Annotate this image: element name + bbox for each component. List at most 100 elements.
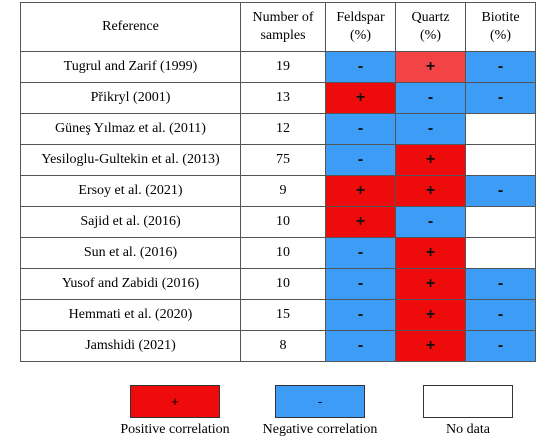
legend-positive-swatch: +: [130, 385, 220, 418]
legend: + Positive correlation - Negative correl…: [0, 385, 550, 445]
quartz-correlation-cell: -: [395, 113, 466, 145]
negative-sign: -: [427, 213, 434, 230]
samples-cell: 10: [240, 237, 326, 269]
header-biotite: Biotite (%): [465, 2, 536, 52]
negative-sign: -: [427, 89, 434, 106]
samples-cell: 10: [240, 206, 326, 238]
biotite-correlation-cell: -: [465, 330, 536, 362]
biotite-correlation-cell: -: [465, 299, 536, 331]
quartz-correlation-cell: +: [395, 237, 466, 269]
negative-sign: -: [357, 120, 364, 137]
samples-cell: 15: [240, 299, 326, 331]
quartz-correlation-cell: +: [395, 144, 466, 176]
positive-sign: +: [355, 182, 366, 199]
samples-cell: 19: [240, 51, 326, 83]
feldspar-correlation-cell: -: [325, 113, 396, 145]
quartz-correlation-cell: -: [395, 206, 466, 238]
feldspar-correlation-cell: -: [325, 299, 396, 331]
feldspar-correlation-cell: -: [325, 51, 396, 83]
table-row: Yusof and Zabidi (2016) 10 - + -: [20, 268, 536, 300]
negative-sign: -: [497, 58, 504, 75]
negative-sign: -: [497, 337, 504, 354]
biotite-correlation-cell: -: [465, 268, 536, 300]
header-samples: Number of samples: [240, 2, 326, 52]
biotite-correlation-cell: [465, 113, 536, 145]
quartz-correlation-cell: -: [395, 82, 466, 114]
positive-sign: +: [355, 213, 366, 230]
samples-cell: 9: [240, 175, 326, 207]
samples-cell: 12: [240, 113, 326, 145]
reference-cell: Přikryl (2001): [20, 82, 241, 114]
table-row: Güneş Yılmaz et al. (2011) 12 - -: [20, 113, 536, 145]
reference-cell: Hemmati et al. (2020): [20, 299, 241, 331]
biotite-correlation-cell: [465, 206, 536, 238]
positive-sign: +: [425, 182, 436, 199]
samples-cell: 13: [240, 82, 326, 114]
feldspar-correlation-cell: -: [325, 144, 396, 176]
quartz-correlation-cell: +: [395, 330, 466, 362]
negative-sign: -: [427, 120, 434, 137]
negative-sign: -: [497, 275, 504, 292]
samples-cell: 10: [240, 268, 326, 300]
header-feldspar: Feldspar (%): [325, 2, 396, 52]
legend-nodata-swatch: [423, 385, 513, 418]
legend-negative-swatch: -: [275, 385, 365, 418]
biotite-correlation-cell: -: [465, 51, 536, 83]
biotite-correlation-cell: [465, 237, 536, 269]
legend-negative-label: Negative correlation: [262, 422, 378, 437]
positive-sign: +: [425, 306, 436, 323]
reference-cell: Yusof and Zabidi (2016): [20, 268, 241, 300]
negative-sign: -: [357, 275, 364, 292]
positive-sign: +: [425, 58, 436, 75]
legend-nodata: No data: [388, 385, 548, 438]
negative-sign: -: [357, 306, 364, 323]
feldspar-correlation-cell: -: [325, 268, 396, 300]
feldspar-correlation-cell: +: [325, 82, 396, 114]
feldspar-correlation-cell: +: [325, 206, 396, 238]
table-row: Sun et al. (2016) 10 - +: [20, 237, 536, 269]
header-row: Reference Number of samples Feldspar (%) Q…: [20, 2, 536, 52]
positive-sign: +: [425, 275, 436, 292]
positive-sign: +: [355, 89, 366, 106]
quartz-correlation-cell: +: [395, 299, 466, 331]
table-row: Hemmati et al. (2020) 15 - + -: [20, 299, 536, 331]
positive-sign: +: [425, 151, 436, 168]
biotite-correlation-cell: -: [465, 175, 536, 207]
biotite-correlation-cell: -: [465, 82, 536, 114]
table-row: Sajid et al. (2016) 10 + -: [20, 206, 536, 238]
correlation-table: Reference Number of samples Feldspar (%) Q…: [20, 2, 536, 362]
negative-sign: -: [357, 58, 364, 75]
negative-sign: -: [497, 306, 504, 323]
feldspar-correlation-cell: +: [325, 175, 396, 207]
positive-sign: +: [425, 244, 436, 261]
quartz-correlation-cell: +: [395, 268, 466, 300]
quartz-correlation-cell: +: [395, 51, 466, 83]
reference-cell: Yesiloglu-Gultekin et al. (2013): [20, 144, 241, 176]
header-quartz: Quartz (%): [395, 2, 466, 52]
legend-negative: - Negative correlation: [240, 385, 400, 438]
reference-cell: Güneş Yılmaz et al. (2011): [20, 113, 241, 145]
feldspar-correlation-cell: -: [325, 330, 396, 362]
header-reference: Reference: [20, 2, 241, 52]
negative-sign: -: [357, 244, 364, 261]
reference-cell: Tugrul and Zarif (1999): [20, 51, 241, 83]
table-row: Yesiloglu-Gultekin et al. (2013) 75 - +: [20, 144, 536, 176]
negative-sign: -: [357, 337, 364, 354]
table-row: Ersoy et al. (2021) 9 + + -: [20, 175, 536, 207]
reference-cell: Sajid et al. (2016): [20, 206, 241, 238]
table-row: Přikryl (2001) 13 + - -: [20, 82, 536, 114]
biotite-correlation-cell: [465, 144, 536, 176]
samples-cell: 8: [240, 330, 326, 362]
reference-cell: Ersoy et al. (2021): [20, 175, 241, 207]
negative-sign: -: [497, 89, 504, 106]
table-row: Jamshidi (2021) 8 - + -: [20, 330, 536, 362]
negative-sign: -: [357, 151, 364, 168]
quartz-correlation-cell: +: [395, 175, 466, 207]
legend-positive-label: Positive correlation: [120, 422, 230, 437]
legend-nodata-label: No data: [446, 422, 490, 437]
reference-cell: Jamshidi (2021): [20, 330, 241, 362]
legend-positive: + Positive correlation: [95, 385, 255, 438]
reference-cell: Sun et al. (2016): [20, 237, 241, 269]
positive-sign: +: [425, 337, 436, 354]
samples-cell: 75: [240, 144, 326, 176]
